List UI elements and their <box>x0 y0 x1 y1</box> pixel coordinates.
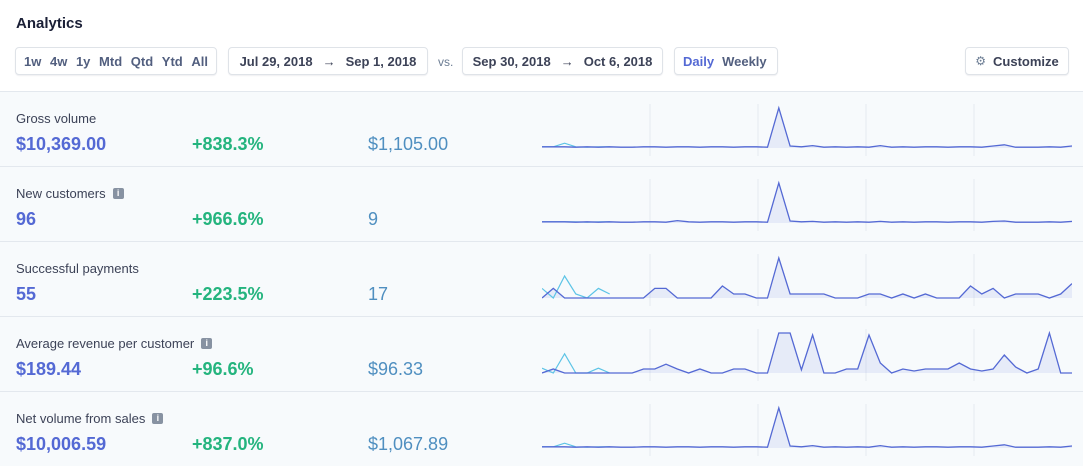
sparkline-chart <box>542 179 1072 231</box>
metric-value: 55 <box>16 284 37 304</box>
range-1y-button[interactable]: 1y <box>75 53 91 69</box>
range-mtd-button[interactable]: Mtd <box>99 53 123 69</box>
sparkline-compare-line <box>542 274 610 299</box>
range-qtd-button[interactable]: Qtd <box>130 53 154 69</box>
sparkline-chart <box>542 404 1072 456</box>
metric-label-text: New customers <box>16 186 106 201</box>
metric-label-text: Average revenue per customer <box>16 336 195 351</box>
current-range-start: Jul 29, 2018 <box>239 53 313 69</box>
range-4w-button[interactable]: 4w <box>49 53 68 69</box>
metric-label: Successful payments <box>16 261 139 276</box>
vs-label: vs. <box>438 55 454 69</box>
metric-previous-value: $1,067.89 <box>368 434 449 454</box>
sparkline-chart <box>542 329 1072 381</box>
metric-label: Net volume from sales i <box>16 411 164 426</box>
sparkline-area <box>542 408 1072 448</box>
metric-value: 96 <box>16 209 37 229</box>
metric-change: +966.6% <box>192 209 264 229</box>
current-date-range-button[interactable]: Jul 29, 2018 → Sep 1, 2018 <box>228 47 428 75</box>
sparkline-current-line <box>542 105 1072 148</box>
range-1w-button[interactable]: 1w <box>24 53 42 69</box>
metric-change: +837.0% <box>192 434 264 454</box>
metric-label: Average revenue per customer i <box>16 336 213 351</box>
metric-previous-value: 9 <box>368 209 379 229</box>
info-icon[interactable]: i <box>152 413 164 424</box>
sparkline-chart <box>542 104 1072 156</box>
metric-row-gross-volume[interactable]: Gross volume $10,369.00 +838.3% $1,105.0… <box>0 91 1083 166</box>
page-title: Analytics <box>16 15 83 32</box>
metric-change: +223.5% <box>192 284 264 304</box>
metric-label-text: Successful payments <box>16 261 139 276</box>
sparkline-current-line <box>542 255 1072 299</box>
sparkline-area <box>542 183 1072 223</box>
sparkline-current-line <box>542 405 1072 448</box>
sparkline-current-line <box>542 180 1072 223</box>
metric-label-text: Gross volume <box>16 111 97 126</box>
metric-previous-value: 17 <box>368 284 389 304</box>
metric-row-net-volume-from-sales[interactable]: Net volume from sales i $10,006.59 +837.… <box>0 391 1083 466</box>
metric-label: Gross volume <box>16 111 96 126</box>
metric-previous-value: $96.33 <box>368 359 424 379</box>
sparkline-chart <box>542 254 1072 306</box>
compare-range-end: Oct 6, 2018 <box>583 53 653 69</box>
metric-row-successful-payments[interactable]: Successful payments 55 +223.5% 17 <box>0 241 1083 316</box>
current-range-end: Sep 1, 2018 <box>345 53 417 69</box>
metric-change: +838.3% <box>192 134 264 154</box>
metric-label-text: Net volume from sales <box>16 411 146 426</box>
metric-row-average-revenue-per-customer[interactable]: Average revenue per customer i $189.44 +… <box>0 316 1083 391</box>
metric-row-new-customers[interactable]: New customers i 96 +966.6% 9 <box>0 166 1083 241</box>
metric-change: +96.6% <box>192 359 254 379</box>
period-weekly-button[interactable]: Weekly <box>722 53 767 69</box>
metric-value: $10,006.59 <box>16 434 107 454</box>
info-icon[interactable]: i <box>201 338 213 349</box>
sparkline-area <box>542 108 1072 148</box>
range-all-button[interactable]: All <box>191 53 208 69</box>
toolbar: 1w 4w 1y Mtd Qtd Ytd All Jul 29, 2018 → … <box>0 47 1083 77</box>
range-ytd-button[interactable]: Ytd <box>161 53 183 69</box>
period-toggle: Daily Weekly <box>674 47 778 75</box>
metric-value: $189.44 <box>16 359 82 379</box>
metric-previous-value: $1,105.00 <box>368 134 449 154</box>
sparkline-area <box>542 258 1072 298</box>
compare-range-start: Sep 30, 2018 <box>472 53 551 69</box>
arrow-right-icon: → <box>322 53 336 69</box>
compare-date-range-button[interactable]: Sep 30, 2018 → Oct 6, 2018 <box>462 47 663 75</box>
metrics-list: Gross volume $10,369.00 +838.3% $1,105.0… <box>0 91 1083 466</box>
customize-button[interactable]: ⚙ Customize <box>965 47 1069 75</box>
gear-icon: ⚙ <box>975 54 987 68</box>
range-preset-group: 1w 4w 1y Mtd Qtd Ytd All <box>15 47 217 75</box>
info-icon[interactable]: i <box>112 188 124 199</box>
customize-label: Customize <box>993 53 1059 69</box>
arrow-right-icon: → <box>560 53 574 69</box>
period-daily-button[interactable]: Daily <box>683 53 715 69</box>
metric-label: New customers i <box>16 186 124 201</box>
sparkline-current-line <box>542 330 1072 374</box>
metric-value: $10,369.00 <box>16 134 107 154</box>
